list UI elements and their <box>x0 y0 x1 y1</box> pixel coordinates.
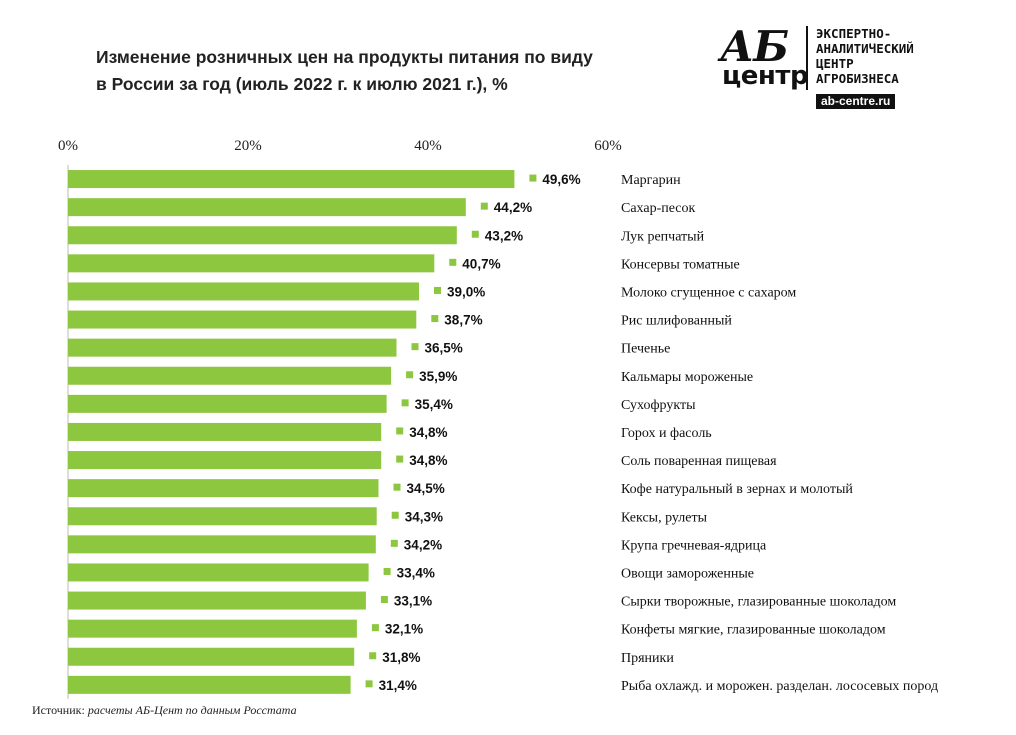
value-label: 31,4% <box>379 678 417 693</box>
bar <box>68 563 369 582</box>
value-marker <box>396 427 404 435</box>
bar <box>68 422 382 441</box>
x-tick-label: 40% <box>414 138 442 154</box>
chart-title: Изменение розничных цен на продукты пита… <box>96 44 656 98</box>
logo-line-4: АГРОБИЗНЕСА <box>816 71 899 86</box>
logo-sub: центр <box>722 61 809 91</box>
value-marker <box>365 680 373 688</box>
value-label: 34,8% <box>409 453 447 468</box>
value-marker <box>480 202 488 210</box>
value-label: 39,0% <box>447 284 485 299</box>
bar <box>68 451 382 470</box>
source-text: расчеты АБ-Цент по данным Росстата <box>87 703 297 717</box>
value-label: 35,4% <box>415 397 453 412</box>
value-marker <box>529 174 537 182</box>
category-label: Овощи замороженные <box>621 566 754 581</box>
value-label: 43,2% <box>485 228 523 243</box>
logo-line-1: ЭКСПЕРТНО- <box>816 26 892 41</box>
value-label: 44,2% <box>494 200 532 215</box>
ab-centre-logo: АБ центр ЭКСПЕРТНО- АНАЛИТИЧЕСКИЙ ЦЕНТР … <box>720 24 980 114</box>
value-marker <box>449 258 457 266</box>
bar <box>68 507 377 526</box>
category-label: Конфеты мягкие, глазированные шоколадом <box>621 623 886 638</box>
bar <box>68 647 355 666</box>
value-label: 31,8% <box>382 650 420 665</box>
logo-line-3: ЦЕНТР <box>816 56 854 71</box>
source-label: Источник: <box>32 703 85 717</box>
value-label: 33,1% <box>394 594 432 609</box>
x-tick-label: 60% <box>594 138 622 154</box>
source-note: Источник: расчеты АБ-Цент по данным Росс… <box>32 703 297 718</box>
category-label: Сухофрукты <box>621 398 696 413</box>
bar <box>68 675 351 694</box>
category-label: Рис шлифованный <box>621 314 732 329</box>
category-label: Сырки творожные, глазированные шоколадом <box>621 595 896 610</box>
value-marker <box>393 483 401 491</box>
bar <box>68 226 457 245</box>
bar <box>68 170 515 189</box>
logo-mark: АБ <box>720 22 789 71</box>
logo-text: ЭКСПЕРТНО- АНАЛИТИЧЕСКИЙ ЦЕНТР АГРОБИЗНЕ… <box>816 26 914 86</box>
value-label: 38,7% <box>444 313 482 328</box>
bar <box>68 619 357 638</box>
value-marker <box>391 511 399 519</box>
category-label: Молоко сгущенное с сахаром <box>621 285 796 300</box>
value-marker <box>431 315 439 323</box>
x-tick-label: 0% <box>58 138 78 154</box>
category-label: Сахар-песок <box>621 201 696 216</box>
bar <box>68 198 466 217</box>
category-label: Лук репчатый <box>621 229 705 244</box>
bar <box>68 282 419 301</box>
category-label: Печенье <box>621 342 670 357</box>
value-marker <box>434 286 441 294</box>
bar <box>68 394 387 413</box>
category-label: Крупа гречневая-ядрица <box>621 538 767 553</box>
chart-title-line-2: в России за год (июль 2022 г. к июлю 202… <box>96 74 508 94</box>
category-label: Соль поваренная пищевая <box>621 454 777 469</box>
value-marker <box>371 624 379 632</box>
value-marker <box>471 230 479 238</box>
value-marker <box>390 539 398 547</box>
value-marker <box>401 399 409 407</box>
value-marker <box>406 371 414 379</box>
value-label: 34,2% <box>404 537 442 552</box>
value-marker <box>411 343 419 351</box>
bar <box>68 366 392 385</box>
bar <box>68 479 379 498</box>
chart-title-line-1: Изменение розничных цен на продукты пита… <box>96 47 593 67</box>
value-marker <box>396 455 404 463</box>
value-marker <box>383 567 391 575</box>
bar <box>68 591 366 610</box>
value-label: 34,5% <box>407 481 445 496</box>
value-marker <box>369 652 377 660</box>
value-label: 32,1% <box>385 622 423 637</box>
bar <box>68 310 417 329</box>
bar <box>68 254 435 273</box>
logo-line-2: АНАЛИТИЧЕСКИЙ <box>816 41 914 56</box>
value-label: 33,4% <box>397 565 435 580</box>
value-label: 49,6% <box>542 172 580 187</box>
value-marker <box>380 596 388 604</box>
category-label: Консервы томатные <box>621 257 740 272</box>
category-label: Горох и фасоль <box>621 426 712 441</box>
value-label: 40,7% <box>462 256 500 271</box>
value-label: 35,9% <box>419 369 457 384</box>
category-label: Кальмары мороженые <box>621 370 753 385</box>
x-tick-label: 20% <box>234 138 262 154</box>
logo-site: ab-centre.ru <box>816 94 896 109</box>
logo-divider <box>806 26 808 90</box>
category-label: Кексы, рулеты <box>621 510 708 525</box>
bar <box>68 338 397 357</box>
category-label: Пряники <box>621 651 674 666</box>
value-label: 34,8% <box>409 425 447 440</box>
category-label: Кофе натуральный в зернах и молотый <box>621 482 853 497</box>
bar <box>68 535 376 554</box>
value-label: 36,5% <box>425 341 463 356</box>
category-label: Маргарин <box>621 173 681 188</box>
category-label: Рыба охлажд. и морожен. разделан. лососе… <box>621 679 938 694</box>
value-label: 34,3% <box>405 509 443 524</box>
